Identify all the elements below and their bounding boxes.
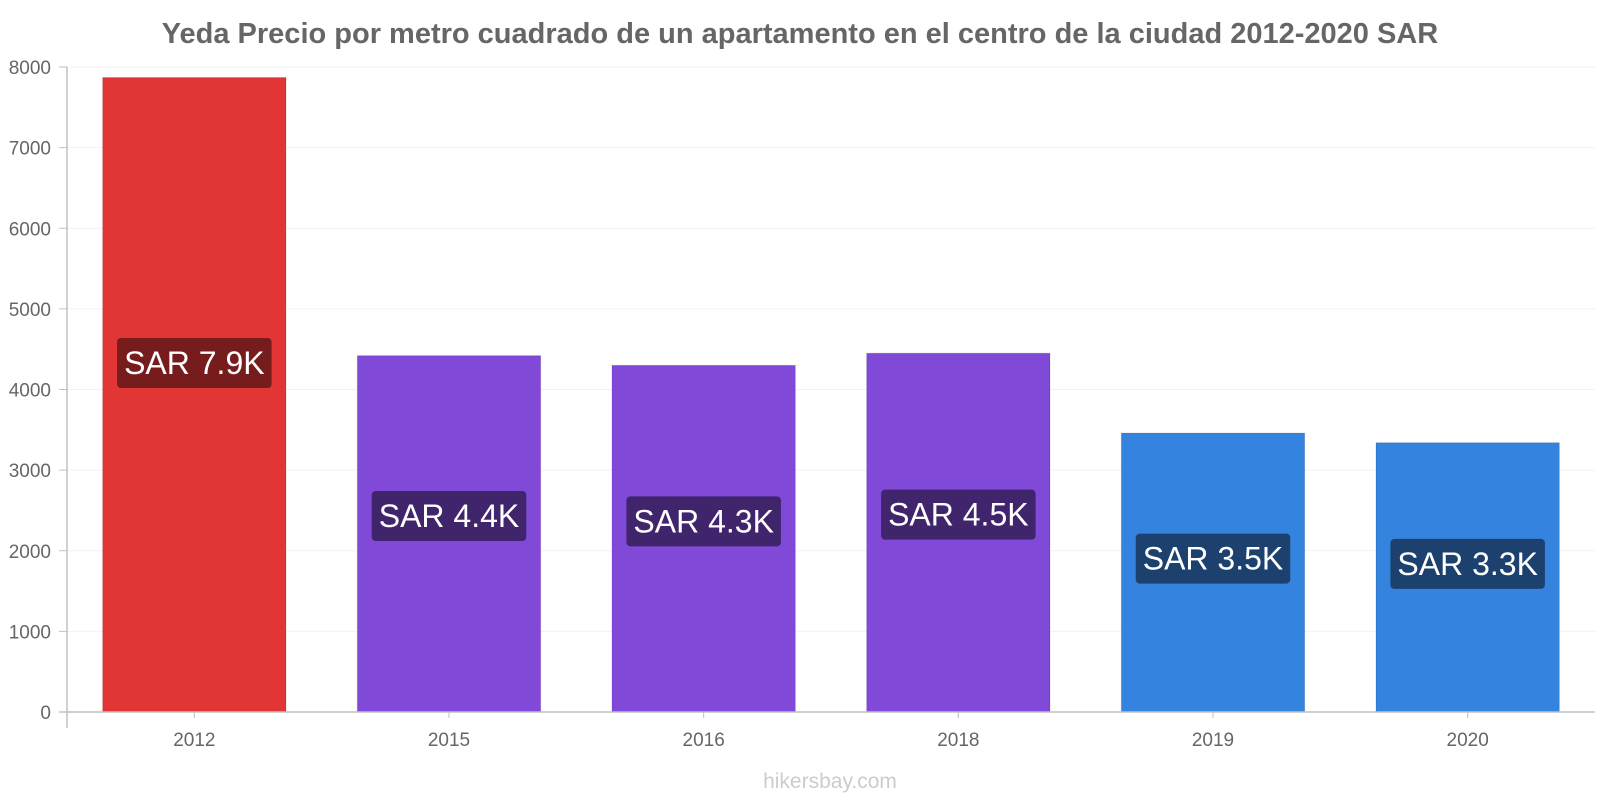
data-label-box <box>626 496 781 547</box>
data-label-text: SAR 7.9K <box>124 345 265 381</box>
y-tick-label: 8000 <box>9 58 51 79</box>
data-label-2016: SAR 4.3K <box>626 496 781 547</box>
x-tick-label: 2012 <box>173 730 215 751</box>
data-label-2020: SAR 3.3K <box>1390 538 1545 589</box>
data-label-box <box>1390 538 1545 589</box>
y-tick-label: 7000 <box>9 139 51 160</box>
x-tick-label: 2020 <box>1447 730 1489 751</box>
gridlines <box>67 66 1595 632</box>
y-tick-label: 1000 <box>9 622 51 643</box>
data-labels: SAR 7.9K SAR 4.4K SAR 4.3K SAR 4.5K SAR 3.5K… <box>117 338 1545 589</box>
bars <box>102 76 1560 713</box>
data-label-box <box>371 491 527 542</box>
data-label-text: SAR 3.5K <box>1143 541 1284 577</box>
bar-2012 <box>102 76 287 713</box>
data-label-2015: SAR 4.4K <box>371 491 527 542</box>
data-label-box <box>881 489 1036 540</box>
x-tick-label: 2019 <box>1192 730 1234 751</box>
y-tick-label: 0 <box>40 703 51 724</box>
x-tick-label: 2016 <box>683 730 725 751</box>
y-tick-label: 4000 <box>9 381 51 402</box>
data-label-text: SAR 3.3K <box>1397 546 1538 582</box>
data-label-text: SAR 4.3K <box>633 503 774 539</box>
chart-title: Yeda Precio por metro cuadrado de un apa… <box>162 18 1438 50</box>
data-label-2012: SAR 7.9K <box>117 338 272 389</box>
x-tick-label: 2018 <box>937 730 979 751</box>
x-tick-label: 2015 <box>428 730 470 751</box>
y-axis-ticks: 0 1000 2000 3000 4000 5000 6000 7000 8000 <box>9 58 67 724</box>
data-label-box <box>1135 533 1291 584</box>
data-label-text: SAR 4.4K <box>379 498 520 534</box>
x-axis-categories: 2012 2015 2016 2018 2019 2020 <box>173 712 1489 751</box>
data-label-2018: SAR 4.5K <box>881 489 1036 540</box>
y-tick-label: 2000 <box>9 542 51 563</box>
data-label-text: SAR 4.5K <box>888 497 1029 533</box>
y-tick-label: 6000 <box>9 219 51 240</box>
data-label-box <box>117 338 272 389</box>
source-watermark: hikersbay.com <box>763 770 897 793</box>
data-label-2019: SAR 3.5K <box>1135 533 1291 584</box>
y-tick-label: 3000 <box>9 461 51 482</box>
y-tick-label: 5000 <box>9 300 51 321</box>
